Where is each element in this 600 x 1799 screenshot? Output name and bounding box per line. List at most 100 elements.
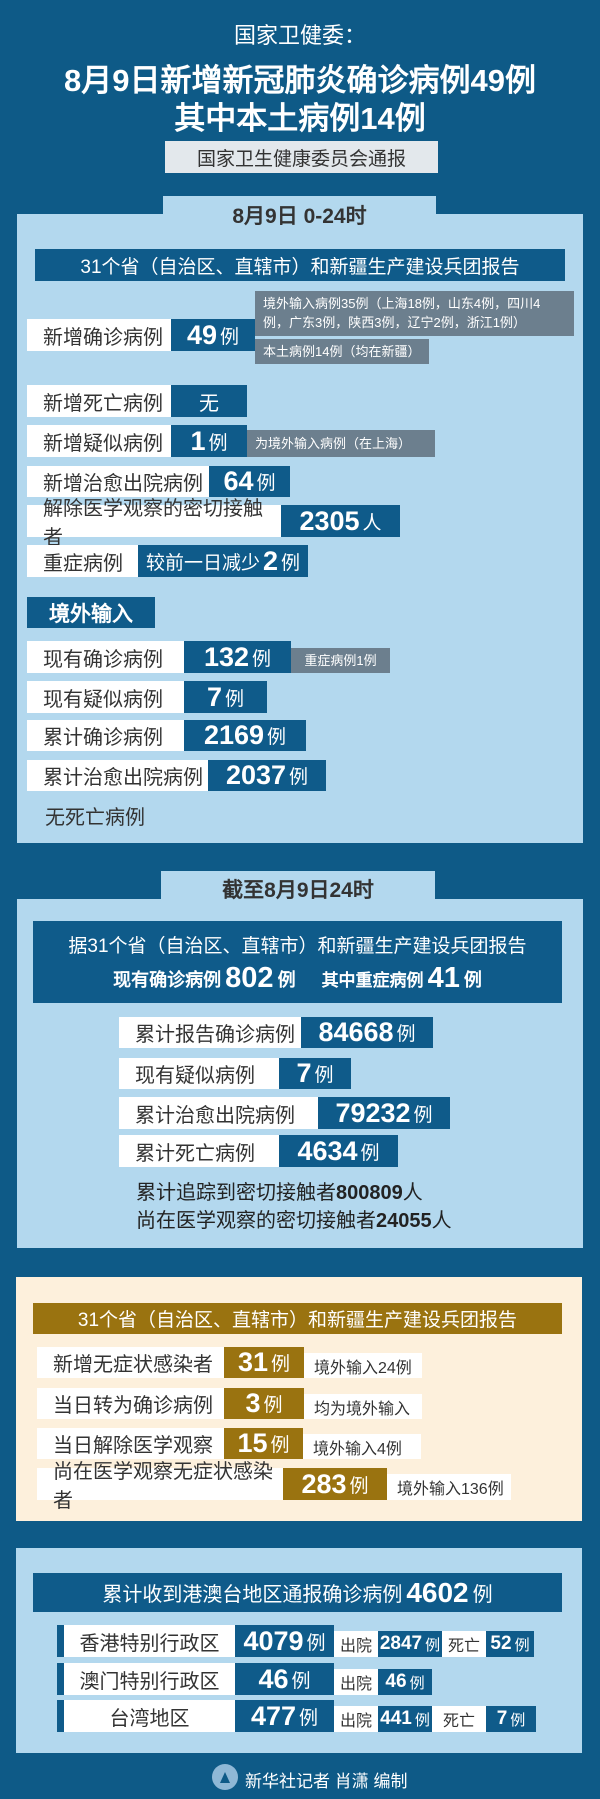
hmt-banner: 累计收到港澳台地区通报确诊病例 4602 例: [33, 1573, 562, 1612]
row-label: 现有疑似病例: [27, 681, 184, 713]
note: 为境外输入病例（在上海）: [247, 430, 435, 457]
row-label: 新增确诊病例: [27, 319, 171, 351]
asymptomatic-banner: 31个省（自治区、直辖市）和新疆生产建设兵团报告: [33, 1303, 562, 1334]
row-label: 解除医学观察的密切接触者: [27, 498, 281, 549]
value: 2037: [225, 760, 287, 790]
row-value: 2037 例: [208, 760, 326, 791]
unit: 例: [510, 1711, 526, 1729]
note: 境外输入4例: [303, 1434, 421, 1459]
value: 4079: [243, 1625, 304, 1656]
row-value: 49 例: [171, 319, 255, 351]
headline-1: 8月9日新增新冠肺炎确诊病例49例: [64, 63, 536, 98]
banner-summary: 现有确诊病例 802 例 其中重症病例 41 例: [33, 962, 562, 995]
row-value: 无: [171, 385, 247, 417]
value: 52: [490, 1633, 512, 1654]
value: 15: [237, 1428, 268, 1458]
unit: 例: [396, 1024, 416, 1045]
text: 尚在医学观察的密切接触者: [136, 1210, 376, 1232]
row-label: 累计死亡病例: [119, 1135, 279, 1167]
row-label: 新增疑似病例: [27, 425, 171, 457]
daily-tab: 8月9日 0-24时: [163, 196, 436, 234]
unit: 例: [413, 1104, 433, 1126]
discharged-label: 出院: [334, 1706, 378, 1732]
row-value: 283 例: [283, 1468, 387, 1500]
text: 累计追踪到密切接触者: [136, 1182, 336, 1204]
value: 46: [258, 1663, 289, 1694]
value: 31: [237, 1347, 269, 1377]
prefix: 较前一日减少: [145, 552, 260, 574]
value: 2169: [203, 720, 265, 750]
value: 7: [206, 681, 222, 712]
unit: 例: [463, 969, 482, 990]
region-value: 46 例: [235, 1663, 334, 1695]
cumulative-tab: 截至8月9日24时: [161, 871, 435, 907]
severe-label: 其中重症病例: [321, 971, 424, 990]
value: 84668: [318, 1017, 394, 1047]
no-deaths-text: 无死亡病例: [45, 807, 145, 829]
note-imported: 境外输入病例35例（上海18例，山东4例，四川4例，广东3例，陕西3例，辽宁2例…: [255, 291, 574, 336]
unit: 例: [299, 1707, 319, 1729]
banner-text: 累计收到港澳台地区通报确诊病例: [102, 1584, 403, 1606]
unit: 例: [220, 326, 240, 348]
value: 4634: [297, 1135, 358, 1166]
accent-bar: [57, 1700, 64, 1732]
value: 2847: [379, 1633, 423, 1654]
unit: 例: [263, 1395, 283, 1416]
unit: 人: [431, 1210, 452, 1232]
row-value: 64 例: [209, 466, 290, 497]
daily-banner: 31个省（自治区、直辖市）和新疆生产建设兵团报告: [35, 249, 565, 281]
value: 7: [296, 1058, 312, 1088]
current-label: 现有确诊病例: [113, 969, 222, 990]
row-value: 31 例: [224, 1347, 304, 1378]
death-value: 52 例: [486, 1631, 534, 1657]
row-value: 79232 例: [318, 1097, 450, 1129]
unit: 例: [281, 552, 301, 574]
unit: 例: [270, 1435, 290, 1456]
unit: 例: [306, 1632, 326, 1654]
note: 境外输入24例: [304, 1353, 422, 1378]
row-value: 84668 例: [301, 1017, 433, 1048]
value: 2305: [299, 505, 360, 536]
value: 2: [262, 545, 279, 576]
row-label: 当日解除医学观察: [37, 1428, 224, 1459]
value: 441: [380, 1708, 412, 1729]
row-label: 现有疑似病例: [119, 1058, 279, 1089]
headline-2: 其中本土病例14例: [174, 101, 426, 136]
note: 重症病例1例: [291, 648, 390, 673]
row-value: 2169 例: [184, 720, 306, 751]
unit: 例: [289, 767, 309, 788]
unit: 例: [208, 432, 228, 454]
value: 3: [245, 1388, 261, 1418]
value: 64: [223, 466, 254, 496]
row-label: 累计治愈出院病例: [119, 1097, 318, 1129]
row-value: 4634 例: [279, 1135, 398, 1167]
unit: 例: [414, 1711, 430, 1729]
region-value: 477 例: [235, 1700, 334, 1732]
row-label: 累计治愈出院病例: [27, 760, 208, 791]
unit: 例: [252, 648, 272, 670]
row-label: 尚在医学观察无症状感染者: [37, 1461, 283, 1512]
row-label: 现有确诊病例: [27, 641, 184, 673]
unit: 例: [267, 727, 287, 748]
region-label: 台湾地区: [64, 1700, 235, 1732]
value: 1: [190, 425, 206, 456]
unit: 人: [402, 1182, 423, 1204]
value: 283: [301, 1468, 347, 1499]
unit: 例: [314, 1065, 334, 1086]
discharged-value: 441 例: [378, 1706, 432, 1732]
row-value: 较前一日减少 2 例: [138, 545, 308, 577]
severe-value: 41: [427, 962, 460, 994]
value: 132: [203, 641, 250, 672]
unit: 人: [362, 512, 382, 534]
accent-bar: [57, 1663, 64, 1695]
region-value: 4079 例: [235, 1625, 334, 1657]
row-value: 132 例: [184, 641, 291, 673]
contacts-observed: 尚在医学观察的密切接触者24055人: [136, 1204, 452, 1233]
region-label: 澳门特别行政区: [64, 1663, 235, 1695]
row-label: 重症病例: [27, 545, 138, 577]
value: 477: [250, 1700, 297, 1731]
contacts-traced: 累计追踪到密切接触者800809人: [136, 1176, 423, 1205]
